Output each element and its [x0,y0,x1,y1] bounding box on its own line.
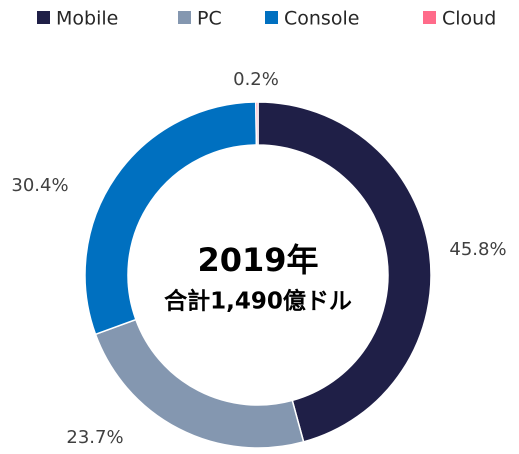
donut-segment [94,318,305,449]
legend-label: Mobile [56,8,118,30]
data-label: 23.7% [66,427,123,448]
legend-marker [178,11,191,24]
legend-label: PC [197,8,222,30]
data-label: 30.4% [11,175,68,196]
data-label: 0.2% [233,69,279,90]
legend-marker [37,11,50,24]
legend-marker [265,11,278,24]
center-title: 2019年 [197,241,318,279]
center-subtitle: 合計1,490億ドル [164,288,352,315]
data-label: 45.8% [449,239,506,260]
donut-segment [257,101,432,443]
legend-label: Console [284,8,359,30]
legend-marker [423,11,436,24]
donut-segment [255,101,259,146]
legend-label: Cloud [442,8,496,30]
